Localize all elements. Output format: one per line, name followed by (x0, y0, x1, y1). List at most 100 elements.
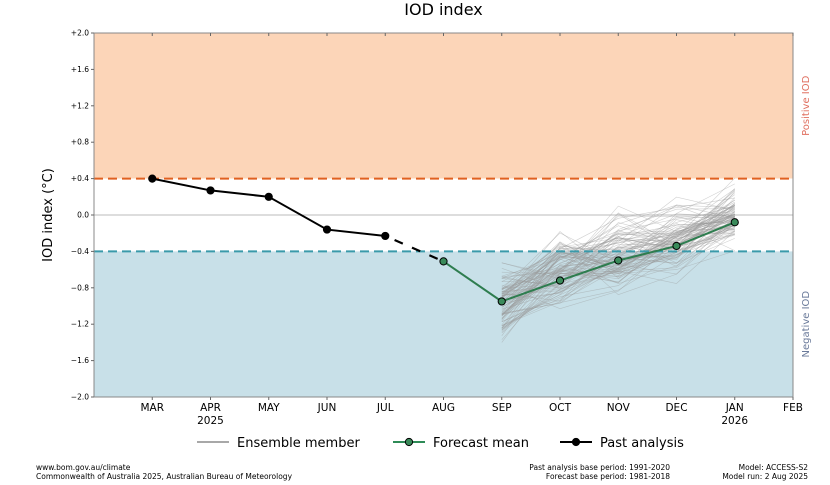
ensemble-member-line (501, 211, 735, 322)
positive-iod-label: Positive IOD (801, 75, 812, 136)
footer-left: www.bom.gov.au/climate Commonwealth of A… (36, 463, 292, 481)
x-tick-label: MAR (140, 402, 164, 414)
ensemble-member-line (501, 228, 735, 303)
past-analysis-point (322, 225, 332, 234)
negative-iod-region (94, 251, 793, 397)
ensemble-member-line (501, 214, 735, 298)
ensemble-member-line (501, 221, 735, 304)
y-tick-label: −0.4 (71, 247, 89, 256)
past-analysis-point (148, 174, 157, 183)
ensemble-member-line (501, 205, 735, 291)
ensemble-member-line (501, 214, 735, 304)
y-tick-label: −1.2 (71, 320, 89, 329)
ensemble-member-line (501, 223, 735, 313)
x-tick-label: JUL (376, 402, 394, 414)
ensemble-member-line (501, 219, 735, 298)
x-tick-label: JUN (317, 402, 337, 414)
x-tick-label: AUG (432, 402, 455, 414)
y-tick-label: −1.6 (71, 356, 89, 365)
footer-forecast-base: Forecast base period: 1981-2018 (545, 472, 670, 481)
ensemble-member-line (501, 215, 735, 303)
ensemble-member-line (501, 209, 735, 303)
ensemble-member-line (501, 220, 735, 305)
ensemble-member-line (501, 233, 735, 326)
ensemble-member-line (501, 219, 735, 293)
footer-model-run: Model run: 2 Aug 2025 (722, 472, 808, 481)
x-tick-label: APR (200, 402, 221, 414)
forecast-mean-point (497, 297, 506, 306)
past-analysis-point (206, 186, 215, 195)
ensemble-member-line (501, 213, 735, 295)
ensemble-member-line (501, 213, 735, 292)
y-tick-label: +2.0 (71, 29, 89, 38)
ensemble-member-line (501, 211, 735, 315)
footer-model: Model: ACCESS-S2 Model run: 2 Aug 2025 (690, 463, 808, 481)
y-tick-label: −0.8 (71, 283, 89, 292)
ensemble-member-line (501, 218, 735, 290)
ensemble-member-line (501, 223, 735, 280)
y-tick-label: +1.2 (71, 101, 89, 110)
negative-iod-label: Negative IOD (801, 291, 812, 358)
ensemble-member-line (501, 201, 735, 300)
y-tick-label: 0.0 (77, 211, 89, 220)
x-tick-label: FEB (783, 402, 803, 414)
ensemble-member-line (501, 216, 735, 308)
ensemble-member-line (501, 234, 735, 277)
ensemble-member-line (501, 234, 735, 296)
x-tick-label: JAN (725, 402, 744, 414)
ensemble-member-line (501, 223, 735, 330)
ensemble-member-line (501, 199, 735, 316)
ensemble-member-line (501, 211, 735, 316)
legend-swatch-marker (571, 437, 581, 447)
x-year-label: 2025 (197, 415, 224, 427)
ensemble-member-line (501, 203, 735, 288)
ensemble-member-line (501, 224, 735, 325)
footer-copyright: Commonwealth of Australia 2025, Australi… (36, 472, 293, 481)
footer-base-periods: Past analysis base period: 1991-2020 For… (470, 463, 670, 481)
ensemble-member-line (501, 220, 735, 320)
y-tick-label: +0.8 (71, 138, 89, 147)
past-analysis-point (264, 192, 273, 201)
ensemble-member-line (501, 204, 735, 326)
forecast-mean-point (730, 218, 739, 227)
ensemble-member-line (501, 230, 735, 289)
x-tick-label: SEP (492, 402, 512, 414)
x-tick-label: NOV (607, 402, 631, 414)
ensemble-member-line (501, 208, 735, 284)
ensemble-member-line (501, 216, 735, 301)
ensemble-member-line (501, 190, 735, 310)
footer-url: www.bom.gov.au/climate (36, 463, 131, 472)
ensemble-member-line (501, 200, 735, 327)
ensemble-member-line (501, 205, 735, 297)
positive-iod-region (94, 33, 793, 179)
iod-chart: +2.0 +1.6 +1.2 +0.8 +0.4 0.0 −0.4 −0.8 −1.2 −1.6 −… (41, 0, 812, 451)
ensemble-member-line (501, 206, 735, 329)
forecast-mean-point (439, 257, 448, 266)
ensemble-member-line (501, 196, 735, 304)
legend: Ensemble member Forecast mean Past analysi… (197, 436, 684, 451)
chart-title: IOD index (404, 0, 483, 19)
ensemble-member-line (501, 224, 735, 329)
ensemble-member-line (501, 189, 736, 294)
ensemble-member-line (501, 183, 735, 295)
ensemble-member-line (501, 233, 735, 322)
x-tick-label: MAY (258, 402, 280, 414)
x-tick-label: OCT (549, 402, 572, 414)
ensemble-member-line (501, 177, 736, 297)
ensemble-member-line (501, 204, 735, 303)
x-tick-label: DEC (665, 402, 687, 414)
ensemble-member-line (501, 215, 736, 319)
legend-entry-label: Past analysis (600, 436, 684, 451)
ensemble-member-line (501, 213, 735, 292)
ensemble-member-line (501, 236, 735, 332)
ensemble-member-line (501, 214, 735, 293)
footer-past-base: Past analysis base period: 1991-2020 (529, 463, 670, 472)
ensemble-member-line (501, 216, 735, 323)
ensemble-member-line (501, 188, 736, 277)
legend-entry-label: Forecast mean (433, 436, 529, 451)
ensemble-member-line (501, 204, 735, 317)
ensemble-member-line (501, 225, 735, 296)
forecast-mean-point (555, 276, 565, 285)
legend-swatch-marker (404, 437, 414, 447)
ensemble-member-line (501, 215, 735, 306)
